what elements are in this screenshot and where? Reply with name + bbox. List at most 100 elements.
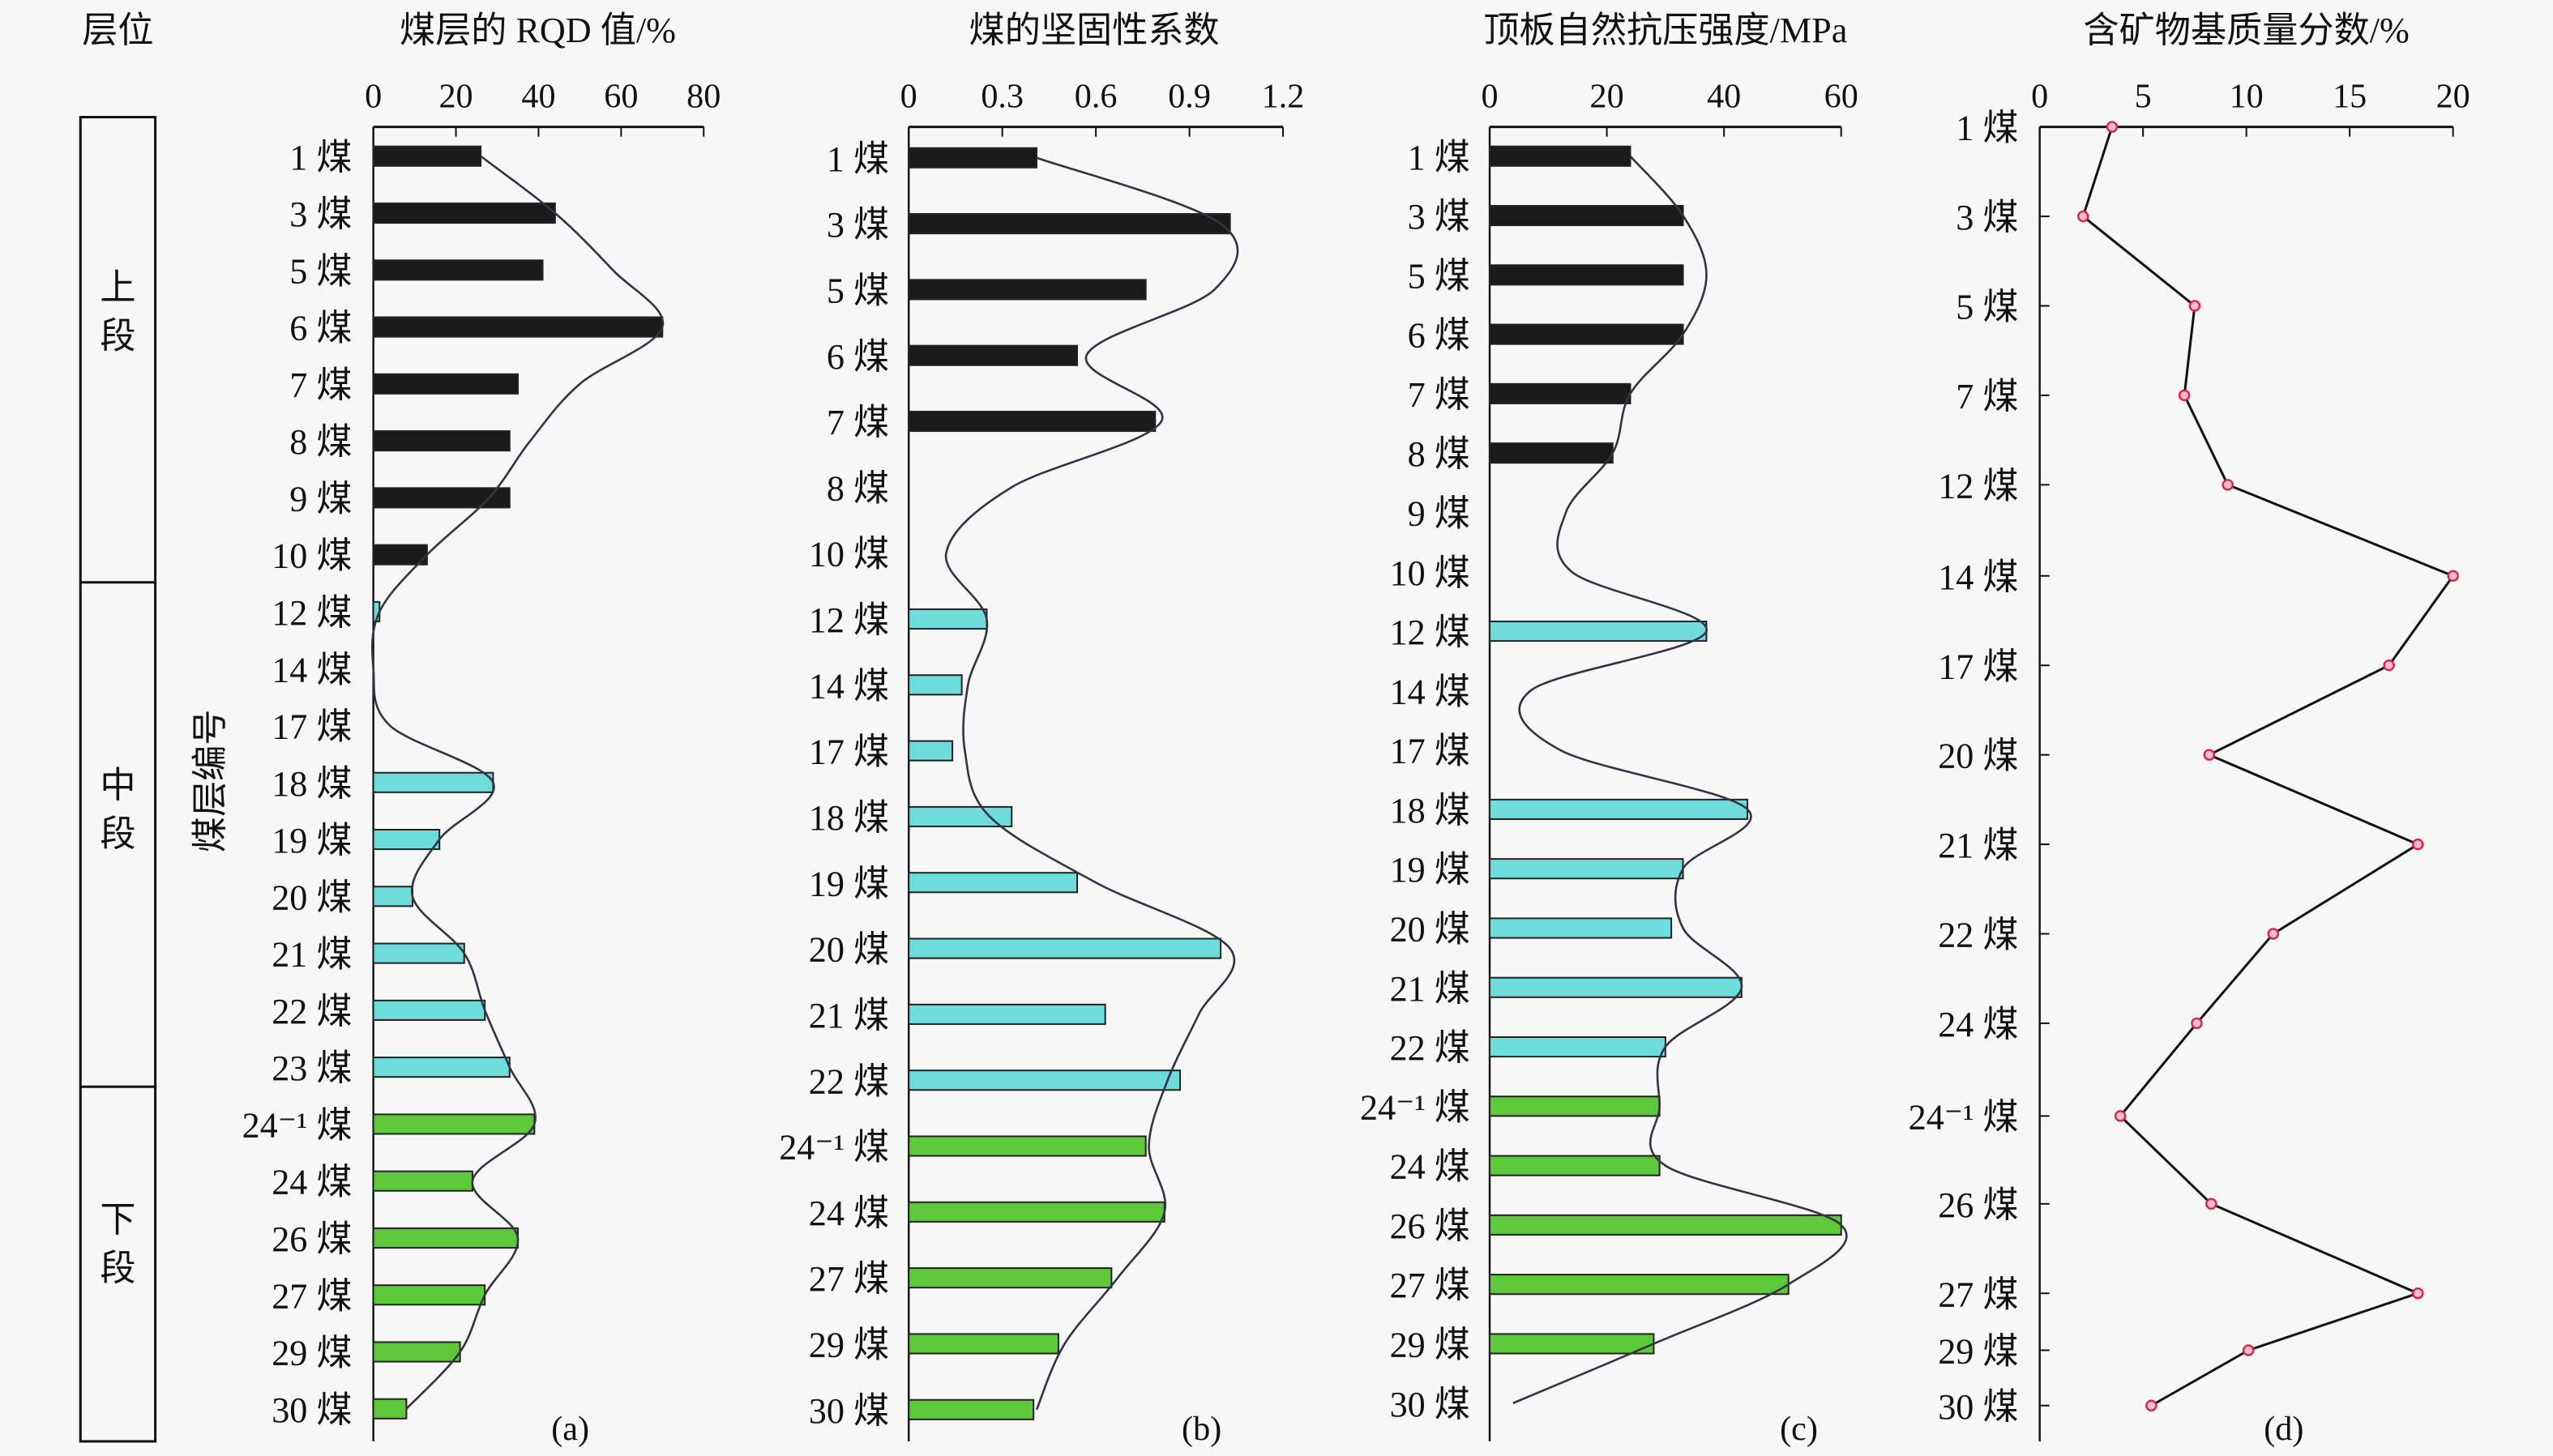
- section-label-char: 段: [100, 317, 135, 357]
- panel-label: (b): [1182, 1410, 1221, 1448]
- seam-label: 21 煤: [1938, 826, 2018, 865]
- bar: [1489, 798, 1749, 820]
- data-point: [2267, 928, 2280, 940]
- bar: [1489, 1095, 1661, 1117]
- seam-label: 5 煤: [827, 271, 889, 310]
- x-tick-label: 80: [686, 78, 721, 116]
- seam-label: 22 煤: [1938, 916, 2018, 955]
- seam-label: 29 煤: [1938, 1332, 2018, 1372]
- bar: [1489, 204, 1684, 227]
- bar: [372, 771, 494, 793]
- x-tick-label: 1.2: [1262, 78, 1305, 116]
- panel-title: 煤层的 RQD 值/%: [400, 11, 676, 50]
- bar: [1489, 323, 1684, 345]
- x-tick-label: 0: [365, 78, 382, 116]
- data-point: [2145, 1399, 2157, 1411]
- data-point: [2076, 210, 2089, 223]
- seam-label: 17 煤: [272, 707, 352, 747]
- seam-label: 6 煤: [1408, 316, 1470, 356]
- seam-label: 9 煤: [289, 479, 352, 519]
- seam-label: 1 煤: [827, 139, 889, 179]
- seam-label: 24⁻¹ 煤: [779, 1128, 889, 1168]
- seam-label: 20 煤: [1938, 737, 2018, 776]
- seam-label: 24 煤: [272, 1163, 352, 1202]
- section-label: 上段: [100, 267, 135, 356]
- seam-label: 27 煤: [809, 1259, 889, 1299]
- bar: [372, 487, 511, 509]
- panel-label: (c): [1780, 1410, 1818, 1448]
- bar: [372, 202, 556, 224]
- panel-title: 煤的坚固性系数: [969, 11, 1220, 50]
- seam-label: 17 煤: [809, 732, 889, 772]
- x-tick-label: 0: [1481, 78, 1498, 116]
- bar: [372, 999, 486, 1021]
- seam-label: 6 煤: [827, 337, 889, 377]
- seam-label: 12 煤: [272, 593, 352, 633]
- seam-label: 24 煤: [809, 1193, 889, 1233]
- data-point: [2191, 1017, 2203, 1030]
- bar: [1489, 1274, 1790, 1296]
- seam-label: 14 煤: [809, 666, 889, 706]
- bar: [372, 316, 664, 338]
- bar: [908, 344, 1079, 366]
- seam-label: 6 煤: [289, 309, 352, 348]
- panel-a: 煤层的 RQD 值/% 0 20 40 60 80 (a) 1 煤 3 煤 5 煤 6 煤 7 煤 8 …: [242, 11, 721, 1448]
- bar: [908, 937, 1222, 959]
- data-point: [2203, 749, 2215, 761]
- seam-label: 22 煤: [1390, 1028, 1470, 1068]
- bar: [372, 1057, 511, 1078]
- seam-label: 5 煤: [1956, 288, 2018, 327]
- bar: [908, 1201, 1165, 1223]
- seam-label: 1 煤: [1408, 138, 1470, 177]
- seam-label: 30 煤: [809, 1391, 889, 1431]
- bar: [372, 942, 465, 964]
- seam-label: 14 煤: [1938, 557, 2018, 597]
- x-tick-label: 20: [438, 78, 473, 116]
- seam-label: 17 煤: [1390, 732, 1470, 771]
- x-tick-label: 10: [2230, 78, 2264, 116]
- bar: [1489, 264, 1684, 286]
- bar: [372, 145, 482, 167]
- data-point: [2178, 389, 2191, 402]
- seam-label: 5 煤: [289, 251, 352, 291]
- bar: [372, 1341, 461, 1363]
- section-label-char: 上: [100, 267, 135, 307]
- seam-label: 7 煤: [1956, 377, 2018, 416]
- bar: [372, 1284, 486, 1306]
- series-line: [2081, 126, 2455, 1407]
- bar: [908, 1333, 1059, 1355]
- x-tick-label: 0: [900, 78, 917, 116]
- x-tick-label: 0.9: [1168, 78, 1211, 116]
- bar: [372, 259, 544, 281]
- seam-label: 3 煤: [289, 194, 352, 234]
- bar: [1489, 145, 1631, 167]
- strata-box: [79, 116, 157, 1443]
- bar: [908, 213, 1231, 235]
- seam-label: 29 煤: [1390, 1326, 1470, 1365]
- section-label: 下段: [100, 1200, 135, 1288]
- section-label: 中段: [100, 766, 135, 854]
- bar: [1489, 976, 1743, 998]
- bar: [908, 872, 1079, 894]
- data-point: [2205, 1198, 2217, 1210]
- seam-label: 20 煤: [809, 930, 889, 970]
- seam-label: 20 煤: [1390, 910, 1470, 950]
- data-point: [2447, 570, 2459, 582]
- bar: [1489, 858, 1684, 880]
- seam-label: 27 煤: [272, 1276, 352, 1316]
- bar: [908, 805, 1013, 827]
- x-tick-label: 40: [1707, 78, 1741, 116]
- seam-label: 26 煤: [1938, 1185, 2018, 1225]
- seam-label: 29 煤: [272, 1334, 352, 1373]
- seam-label: 3 煤: [827, 205, 889, 245]
- bar: [1489, 382, 1631, 404]
- trend-curve: [1512, 155, 1848, 1404]
- x-tick-label: 0.3: [981, 78, 1024, 116]
- seam-label: 19 煤: [809, 864, 889, 903]
- bar: [1489, 1214, 1842, 1236]
- bar: [908, 279, 1147, 301]
- x-tick-label: 40: [521, 78, 555, 116]
- seam-label: 14 煤: [1390, 672, 1470, 711]
- data-point: [2412, 1287, 2424, 1300]
